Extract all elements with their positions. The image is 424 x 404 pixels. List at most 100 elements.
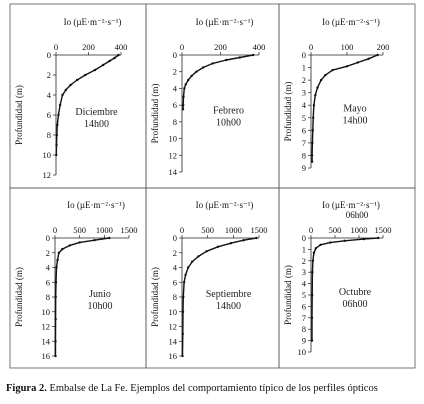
profile-point	[184, 273, 187, 277]
caption-text: Embalse de La Fe. Ejemplos del comportam…	[49, 383, 378, 394]
x-tick-label: 1500	[121, 225, 138, 235]
y-tick-label: 6	[46, 277, 50, 287]
y-tick-label: 7	[302, 138, 306, 148]
profile-point	[184, 83, 187, 86]
y-tick-label: 9	[302, 336, 306, 346]
y-axis-title: Profundidad (m)	[150, 84, 160, 144]
y-tick-label: 10	[42, 307, 51, 317]
y-tick-label: 1	[302, 63, 306, 73]
x-tick-label: 500	[201, 225, 214, 235]
profile-point	[64, 88, 68, 92]
panel-frame	[278, 3, 416, 189]
profile-point	[312, 251, 316, 254]
profile-point	[187, 78, 190, 82]
y-axis-title: Profundidad (m)	[283, 265, 293, 325]
y-tick-label: 3	[302, 88, 306, 98]
profile-point	[181, 310, 185, 313]
y-tick-label: 12	[42, 322, 51, 332]
x-tick-label: 1500	[251, 225, 268, 235]
profile-point	[225, 58, 228, 62]
profile-point	[78, 241, 81, 244]
y-axis-title: Profundidad (m)	[14, 85, 24, 145]
panel-time-label: 10h00	[216, 118, 241, 129]
profile-point	[108, 236, 111, 240]
panel-octubre: Io (µE·m⁻²·s⁻¹) 0 500 1000 1500 01 23 456 78 910 P…	[278, 187, 416, 369]
profile-point	[182, 95, 185, 99]
x-axis-title: Io (µE·m⁻²·s⁻¹)	[322, 200, 380, 210]
profile-point	[56, 123, 59, 127]
y-tick-label: 8	[173, 117, 177, 127]
y-tick-label: 10	[298, 347, 307, 357]
profile-point	[55, 143, 58, 147]
profile-point	[314, 247, 317, 250]
profile-point	[56, 258, 59, 262]
profile-point	[54, 317, 57, 321]
panel-month-label: Mayo	[343, 104, 366, 115]
profile-point	[316, 86, 319, 89]
y-tick-label: 14	[169, 167, 178, 177]
x-tick-label: 1000	[96, 225, 113, 235]
panel-time-label: 14h00	[343, 116, 368, 127]
profile-point	[311, 271, 314, 274]
y-tick-label: 4	[47, 90, 52, 100]
profile-point	[311, 259, 315, 262]
profile-point	[55, 153, 58, 157]
y-tick-label: 6	[302, 301, 306, 311]
y-tick-label: 8	[46, 292, 50, 302]
profile-point	[242, 239, 245, 242]
panel-time-label: 10h00	[88, 301, 113, 312]
profile-point	[319, 243, 322, 246]
figure-optical-profiles: Io (µE·m⁻²·s⁻¹) 0 200 400 0 2 4 6 8 10 12 Profundid…	[9, 3, 416, 369]
y-axis-title: Profundidad (m)	[14, 267, 24, 327]
y-tick-label: 4	[173, 83, 178, 93]
panel-junio: Io (µE·m⁻²·s⁻¹) 0 500 1000 1500 0 2 4 6 8 10 12 14 16…	[9, 187, 147, 369]
y-tick-label: 16	[42, 351, 51, 361]
profile-point	[182, 103, 185, 107]
y-tick-label: 0	[46, 233, 50, 243]
profile-point	[310, 160, 314, 163]
profile-point	[238, 56, 241, 59]
y-tick-label: 3	[302, 267, 306, 277]
figure-caption: Figura 2. Embalse de La Fe. Ejemplos del…	[6, 383, 422, 394]
profile-point	[57, 113, 60, 117]
y-tick-label: 14	[42, 336, 51, 346]
caption-label: Figura 2.	[6, 383, 47, 394]
y-tick-label: 4	[302, 100, 307, 110]
x-tick-label: 1000	[225, 225, 242, 235]
panel-month-label: Junio	[89, 289, 111, 300]
profile-point	[93, 239, 96, 242]
y-axis-title: Profundidad (m)	[283, 82, 293, 142]
y-tick-label: 8	[47, 130, 51, 140]
x-tick-label: 500	[329, 225, 342, 235]
x-tick-label: 0	[53, 225, 57, 235]
y-tick-label: 6	[173, 100, 177, 110]
panel-diciembre: Io (µE·m⁻²·s⁻¹) 0 200 400 0 2 4 6 8 10 12 Profundid…	[9, 3, 147, 189]
profile-point	[345, 65, 349, 68]
panel-frame	[278, 187, 416, 369]
profile-point	[211, 62, 214, 65]
profile-point	[58, 103, 62, 107]
y-tick-label: 0	[173, 233, 177, 243]
profile-point	[182, 295, 185, 299]
y-tick-label: 10	[43, 150, 52, 160]
profile-point	[216, 245, 220, 248]
profile-point	[329, 241, 332, 244]
profile-point	[319, 78, 323, 82]
profile-point	[255, 236, 258, 240]
profile-point	[314, 94, 317, 97]
profile-point	[311, 129, 314, 132]
panel-mayo: Io (µE·m⁻²·s⁻¹) 0 100 200 0 1 2 3 4 5 6 7 8 9 Profundi…	[278, 3, 416, 189]
y-tick-label: 2	[302, 256, 306, 266]
profile-point	[93, 68, 97, 72]
profile-point	[54, 281, 58, 284]
y-tick-label: 5	[302, 290, 306, 300]
y-tick-label: 6	[47, 110, 51, 120]
y-tick-label: 0	[302, 50, 306, 60]
profile-line	[182, 54, 254, 110]
profile-point	[205, 250, 208, 253]
x-axis-title: Io (µE·m⁻²·s⁻¹)	[322, 17, 380, 27]
panel-frame	[9, 187, 147, 369]
y-axis-title: Profundidad (m)	[150, 267, 160, 327]
y-tick-label: 0	[173, 50, 177, 60]
panel-time-label: 14h00	[216, 301, 241, 312]
